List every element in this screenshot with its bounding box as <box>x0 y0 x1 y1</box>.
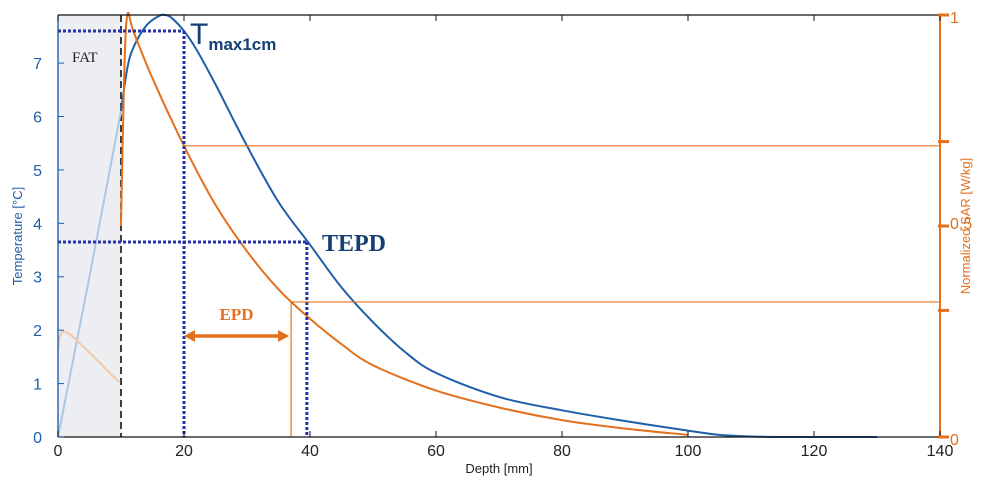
y-right-tick-label: 1 <box>950 10 959 27</box>
y-axis-left-label: Temperature [°C] <box>10 187 25 285</box>
y-left-tick-label: 5 <box>33 163 42 180</box>
x-tick-label: 20 <box>175 443 193 460</box>
series-line-1 <box>57 111 122 438</box>
series-line-2 <box>120 11 689 436</box>
y-left-tick-label: 2 <box>33 323 42 340</box>
x-tick-label: 40 <box>301 443 319 460</box>
x-tick-label: 120 <box>801 443 828 460</box>
tepd-label: TEPD <box>322 231 386 257</box>
y-left-tick-label: 4 <box>33 216 42 233</box>
y-right-tick-label: 0 <box>950 432 959 449</box>
x-tick-label: 100 <box>675 443 702 460</box>
fat-region <box>58 15 121 437</box>
tmax-label: Tmax1cm <box>190 18 276 54</box>
series-line-0 <box>120 13 877 439</box>
x-axis-label: Depth [mm] <box>465 461 532 476</box>
epd-label: EPD <box>220 305 254 324</box>
tmax-label-main: T <box>190 18 208 51</box>
y-left-tick-label: 1 <box>33 377 42 394</box>
series-line-3 <box>57 330 121 383</box>
y-left-tick-label: 6 <box>33 109 42 126</box>
x-tick-label: 140 <box>927 443 954 460</box>
y-left-tick-label: 0 <box>33 430 42 447</box>
y-axis-right-label: Normalized SAR [W/kg] <box>958 158 973 295</box>
epd-arrow-head-right <box>278 330 290 342</box>
x-tick-label: 80 <box>553 443 571 460</box>
epd-arrow-head-left <box>184 330 195 342</box>
y-right-tick-label: 0.5 <box>950 216 972 233</box>
tmax-label-subscript: max1cm <box>208 35 276 54</box>
y-left-tick-label: 7 <box>33 56 42 73</box>
x-tick-label: 0 <box>54 443 63 460</box>
fat-label: FAT <box>72 50 98 66</box>
y-left-tick-label: 3 <box>33 270 42 287</box>
x-tick-label: 60 <box>427 443 445 460</box>
